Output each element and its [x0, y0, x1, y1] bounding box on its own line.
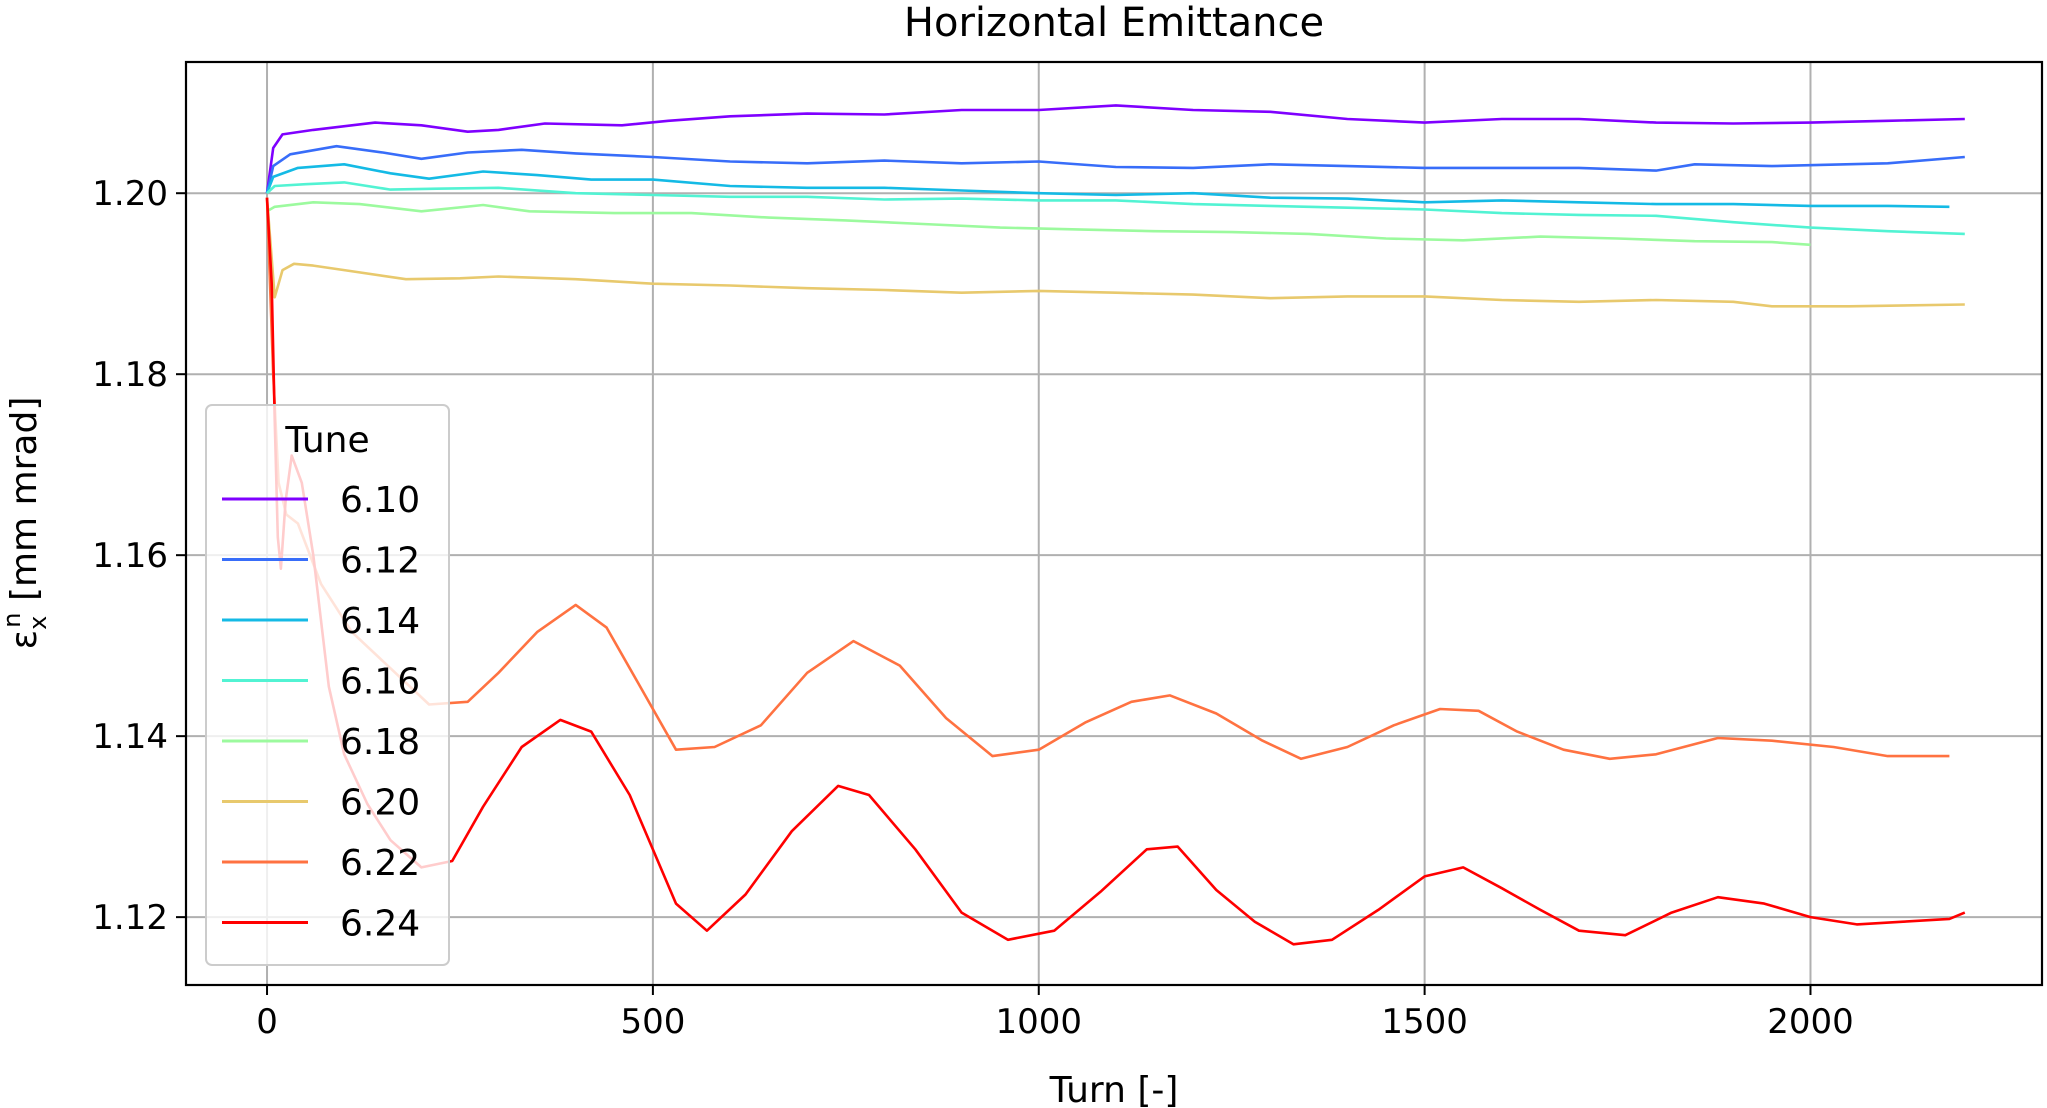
series-line-6-12	[265, 144, 1965, 194]
x-tick-label: 1500	[1381, 1002, 1468, 1042]
svg-text:εxn [mm mrad]: εxn [mm mrad]	[0, 397, 52, 650]
series-line-6-14	[265, 163, 1950, 209]
legend-entry-label: 6.14	[340, 601, 420, 642]
plot-frame	[184, 60, 2044, 987]
series-line-6-16	[266, 181, 1965, 236]
x-axis-label: Turn [-]	[1049, 1070, 1179, 1108]
x-tick-label: 2000	[1767, 1002, 1854, 1042]
legend-entry-label: 6.24	[340, 904, 420, 945]
y-tick-label: 1.14	[92, 717, 168, 757]
y-axis-label-symbol: ε	[4, 630, 45, 649]
legend-entry-label: 6.12	[340, 541, 420, 582]
legend-entry-label: 6.20	[340, 783, 420, 824]
y-tick-label: 1.18	[92, 355, 168, 395]
legend-box	[205, 404, 450, 966]
chart-title: Horizontal Emittance	[904, 0, 1324, 46]
y-axis-label: εxn [mm mrad]	[0, 397, 52, 650]
y-tick-label: 1.12	[92, 898, 168, 938]
legend-title: Tune	[284, 420, 369, 461]
ticks: 0 500 1000 1500 2000 1.12 1.14 1.16 1.18 1.20	[92, 174, 1853, 1042]
series-line-6-18	[266, 201, 1811, 247]
x-tick-label: 500	[620, 1002, 685, 1042]
x-tick-label: 1000	[995, 1002, 1082, 1042]
y-tick-label: 1.16	[92, 536, 168, 576]
series-line-6-10	[265, 104, 1965, 194]
y-axis-label-sub: x	[24, 616, 52, 630]
x-tick-label: 0	[256, 1002, 278, 1042]
legend-entry-label: 6.18	[340, 722, 420, 763]
y-tick-label: 1.20	[92, 174, 168, 214]
legend-entry-label: 6.22	[340, 843, 420, 884]
grid	[186, 62, 2042, 985]
legend: Tune 6.10 6.12 6.14 6.16 6.18 6.20 6.22 6.24	[205, 404, 450, 966]
series-line-6-20	[265, 197, 1965, 308]
legend-entry-label: 6.10	[340, 480, 420, 521]
y-axis-label-sup: n	[0, 613, 26, 628]
legend-entry-label: 6.16	[340, 662, 420, 703]
y-axis-label-unit: [mm mrad]	[4, 397, 45, 613]
